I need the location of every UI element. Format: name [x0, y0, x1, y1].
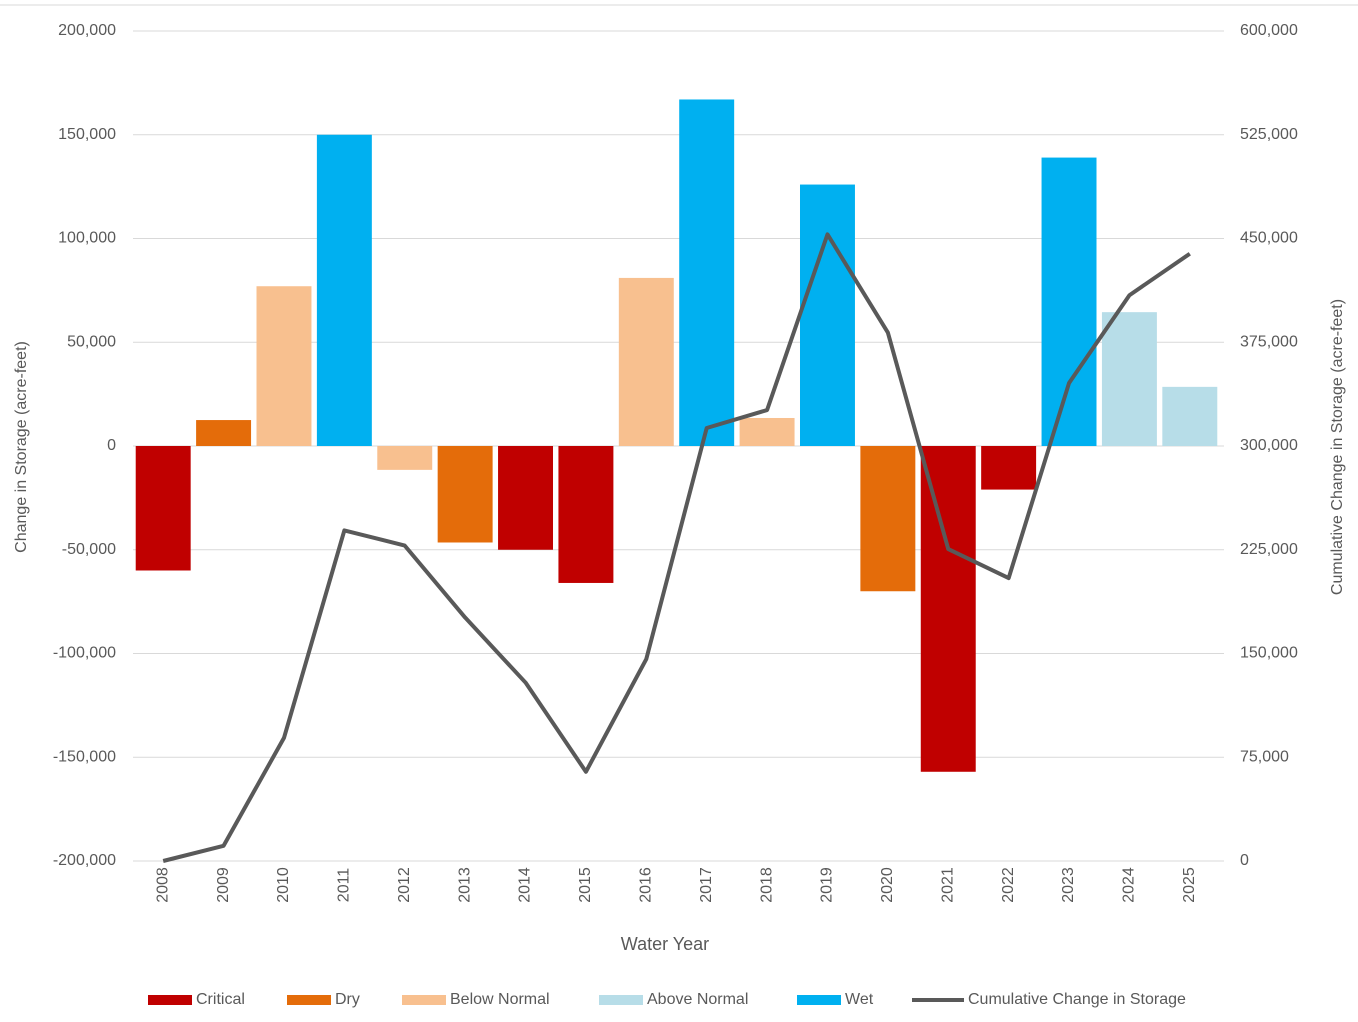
x-tick-label: 2018	[758, 867, 775, 903]
y2-tick-label: 225,000	[1240, 541, 1298, 558]
x-tick-label: 2013	[456, 867, 473, 903]
legend-swatch	[599, 995, 643, 1005]
bar	[618, 277, 674, 446]
x-tick-label: 2011	[336, 868, 353, 903]
bar	[981, 446, 1037, 490]
x-tick-label: 2010	[275, 867, 292, 903]
bar	[316, 134, 372, 446]
y2-tick-label: 0	[1240, 852, 1249, 869]
bar	[498, 446, 554, 550]
x-tick-label: 2008	[154, 867, 171, 903]
bar	[1101, 312, 1157, 446]
y2-tick-label: 450,000	[1240, 230, 1298, 247]
bar	[1041, 157, 1097, 446]
y2-tick-label: 600,000	[1240, 22, 1298, 39]
bar	[1162, 386, 1218, 446]
legend-label: Critical	[196, 991, 245, 1008]
y-tick-label: -150,000	[53, 748, 116, 765]
y2-tick-label: 75,000	[1240, 748, 1289, 765]
bar	[256, 286, 312, 446]
x-tick-label: 2020	[879, 867, 896, 903]
x-tick-label: 2023	[1060, 867, 1077, 903]
legend-swatch	[797, 995, 841, 1005]
bar	[135, 446, 191, 571]
x-tick-label: 2021	[939, 867, 956, 903]
y-tick-label: -50,000	[62, 541, 116, 558]
x-tick-label: 2024	[1121, 867, 1138, 903]
bar	[196, 420, 252, 446]
x-tick-label: 2012	[396, 867, 413, 903]
bar	[679, 99, 735, 446]
legend-swatch	[287, 995, 331, 1005]
legend-label: Above Normal	[647, 991, 748, 1008]
y2-axis-title: Cumulative Change in Storage (acre-feet)	[1329, 299, 1346, 595]
bar	[739, 417, 795, 446]
x-tick-label: 2022	[1000, 867, 1017, 903]
legend-label: Below Normal	[450, 991, 550, 1008]
legend-swatch	[148, 995, 192, 1005]
bar	[799, 184, 855, 447]
y2-tick-label: 150,000	[1240, 645, 1298, 662]
x-tick-label: 2019	[819, 867, 836, 903]
bar	[437, 446, 493, 543]
y-tick-label: 150,000	[58, 126, 116, 143]
x-tick-label: 2017	[698, 867, 715, 903]
line	[162, 232, 1191, 863]
y2-tick-label: 300,000	[1240, 437, 1298, 454]
y-tick-label: 100,000	[58, 230, 116, 247]
bar	[377, 446, 433, 470]
bar	[558, 446, 614, 583]
legend-label: Dry	[335, 991, 360, 1008]
y-axis-title: Change in Storage (acre-feet)	[13, 341, 30, 553]
bar	[860, 446, 916, 592]
x-tick-label: 2016	[638, 867, 655, 903]
x-axis-title: Water Year	[621, 934, 709, 954]
y-tick-label: 200,000	[58, 22, 116, 39]
y-tick-label: -100,000	[53, 645, 116, 662]
legend-label: Wet	[845, 991, 874, 1008]
x-tick-label: 2014	[517, 867, 534, 903]
y-tick-label: 0	[107, 437, 116, 454]
y-tick-label: -200,000	[53, 852, 116, 869]
legend-label: Cumulative Change in Storage	[968, 991, 1186, 1008]
y2-tick-label: 375,000	[1240, 333, 1298, 350]
x-tick-label: 2015	[577, 867, 594, 903]
x-tick-label: 2009	[215, 867, 232, 903]
x-tick-label: 2025	[1181, 867, 1198, 903]
y2-tick-label: 525,000	[1240, 126, 1298, 143]
y-tick-label: 50,000	[67, 333, 116, 350]
bar	[920, 446, 976, 772]
legend-swatch	[402, 995, 446, 1005]
